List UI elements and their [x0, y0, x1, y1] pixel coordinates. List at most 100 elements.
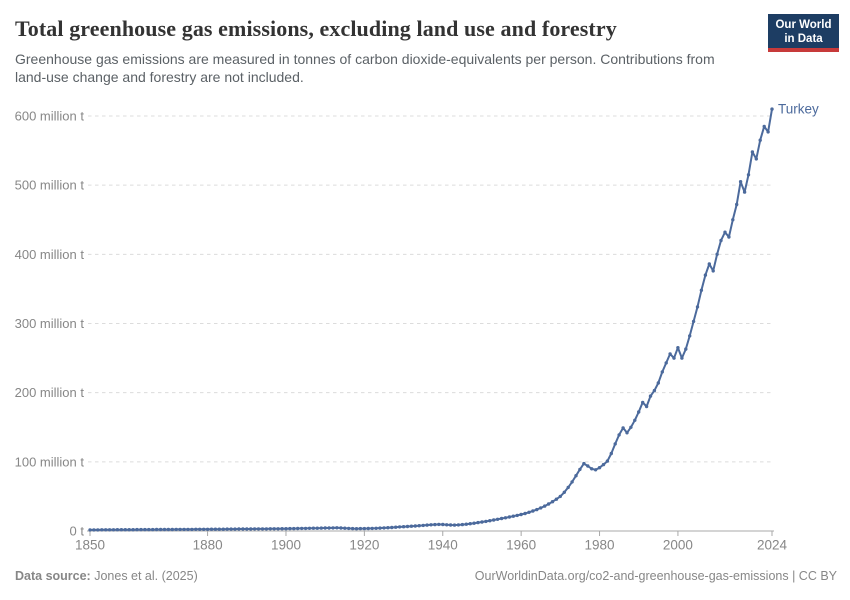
data-point-1968[interactable] [550, 500, 555, 504]
data-point-1944[interactable] [456, 523, 461, 527]
data-point-1951[interactable] [484, 519, 488, 524]
data-point-1970[interactable] [558, 494, 562, 499]
data-point-1934[interactable] [417, 524, 421, 528]
data-point-1918[interactable] [354, 527, 359, 531]
data-point-2007[interactable] [703, 273, 708, 277]
data-point-1933[interactable] [413, 524, 417, 528]
data-point-1912[interactable] [331, 526, 335, 530]
data-point-1992[interactable] [644, 404, 649, 409]
data-point-1975[interactable] [578, 467, 582, 472]
data-point-1915[interactable] [343, 526, 347, 530]
data-point-2009[interactable] [711, 269, 715, 273]
data-point-1906[interactable] [307, 526, 312, 530]
data-point-2012[interactable] [723, 230, 727, 234]
data-point-1994[interactable] [652, 388, 657, 393]
data-point-1879[interactable] [202, 527, 206, 531]
data-point-1986[interactable] [621, 426, 625, 430]
data-point-1954[interactable] [495, 517, 500, 521]
data-point-1901[interactable] [288, 526, 292, 531]
data-point-1856[interactable] [111, 528, 116, 532]
data-point-1888[interactable] [237, 527, 241, 531]
data-point-1960[interactable] [519, 512, 523, 517]
data-point-1867[interactable] [154, 527, 159, 532]
data-point-1957[interactable] [507, 515, 512, 519]
data-point-2015[interactable] [735, 202, 739, 207]
data-point-1897[interactable] [272, 527, 276, 531]
data-point-1996[interactable] [660, 370, 664, 374]
data-point-1966[interactable] [543, 504, 547, 508]
data-point-1899[interactable] [280, 527, 284, 531]
data-point-1946[interactable] [464, 522, 468, 526]
data-point-1929[interactable] [397, 525, 402, 529]
data-point-1866[interactable] [151, 527, 155, 532]
data-point-1895[interactable] [264, 527, 269, 531]
data-point-1974[interactable] [574, 474, 578, 478]
data-point-2005[interactable] [695, 305, 700, 309]
emissions-line-turkey[interactable] [89, 108, 773, 531]
data-point-1884[interactable] [221, 527, 225, 531]
data-point-1980[interactable] [597, 466, 602, 470]
data-point-1873[interactable] [178, 527, 182, 532]
data-point-1910[interactable] [323, 526, 327, 530]
data-point-1949[interactable] [476, 520, 480, 525]
data-point-1950[interactable] [480, 520, 484, 524]
data-point-2002[interactable] [684, 347, 688, 351]
data-point-1939[interactable] [437, 522, 441, 527]
data-point-1857[interactable] [115, 528, 120, 532]
data-point-1882[interactable] [213, 527, 218, 531]
data-point-2008[interactable] [707, 262, 711, 266]
data-point-1850[interactable] [88, 528, 92, 532]
data-point-1900[interactable] [284, 527, 288, 531]
data-point-1868[interactable] [158, 527, 163, 532]
data-point-1859[interactable] [123, 528, 128, 532]
data-point-1921[interactable] [366, 526, 370, 531]
data-point-1920[interactable] [362, 526, 367, 531]
data-point-1940[interactable] [441, 522, 445, 527]
data-point-1991[interactable] [641, 400, 645, 405]
data-point-1885[interactable] [225, 527, 229, 531]
data-point-1987[interactable] [625, 431, 629, 435]
data-point-1862[interactable] [135, 527, 139, 532]
data-point-1988[interactable] [629, 425, 633, 429]
data-point-2000[interactable] [676, 346, 680, 350]
data-point-1872[interactable] [174, 527, 178, 532]
data-point-1903[interactable] [296, 526, 300, 531]
data-point-1878[interactable] [198, 527, 202, 531]
data-point-1981[interactable] [601, 462, 606, 467]
data-point-1917[interactable] [350, 526, 355, 531]
data-point-1881[interactable] [209, 527, 214, 531]
data-point-1894[interactable] [260, 527, 265, 531]
data-point-1924[interactable] [378, 526, 382, 530]
data-point-1892[interactable] [252, 527, 257, 531]
data-point-1871[interactable] [170, 527, 174, 532]
data-point-1943[interactable] [452, 523, 457, 527]
data-point-1874[interactable] [182, 527, 186, 532]
data-point-1932[interactable] [409, 524, 414, 528]
data-point-1876[interactable] [190, 527, 194, 532]
data-point-1963[interactable] [531, 509, 535, 513]
data-point-1855[interactable] [107, 528, 112, 532]
data-point-1952[interactable] [488, 519, 492, 523]
data-point-1998[interactable] [668, 352, 672, 356]
data-point-1911[interactable] [327, 526, 331, 530]
data-point-1926[interactable] [386, 526, 390, 530]
data-point-1851[interactable] [92, 528, 96, 532]
data-point-2006[interactable] [699, 288, 704, 292]
data-point-1852[interactable] [96, 528, 100, 532]
data-point-1893[interactable] [256, 527, 261, 531]
data-point-2018[interactable] [746, 173, 751, 177]
data-point-1947[interactable] [468, 522, 472, 526]
data-point-1870[interactable] [166, 527, 171, 532]
data-point-2024[interactable] [770, 107, 774, 111]
data-point-1959[interactable] [515, 513, 519, 518]
data-point-1869[interactable] [162, 527, 167, 532]
data-point-1977[interactable] [586, 464, 590, 468]
data-point-1989[interactable] [633, 418, 637, 422]
owid-logo[interactable]: Our World in Data [768, 14, 839, 52]
data-point-1925[interactable] [382, 526, 386, 530]
data-point-2023[interactable] [766, 130, 770, 134]
data-point-1907[interactable] [311, 526, 316, 530]
data-point-1971[interactable] [562, 490, 566, 494]
data-point-1898[interactable] [276, 527, 280, 531]
data-point-1984[interactable] [613, 442, 617, 446]
